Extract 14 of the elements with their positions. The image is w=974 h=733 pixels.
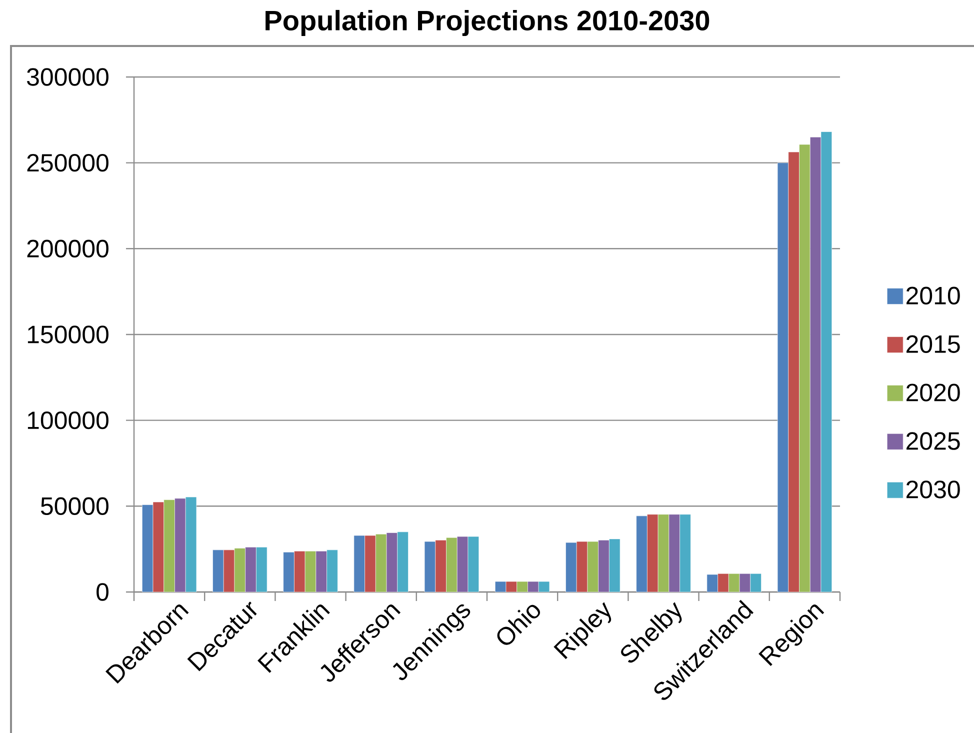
y-tick-label: 150000 [28, 326, 108, 344]
y-tick-label: 200000 [27, 240, 108, 258]
y-tick-label: 0 [96, 583, 108, 601]
y-tick-label: 100000 [28, 411, 108, 430]
x-tick-label: Ohio [497, 604, 540, 645]
y-tick-label: 250000 [27, 154, 108, 172]
y-tick-label: 300000 [27, 68, 108, 86]
chart-title: Population Projections 2010-2030 [266, 10, 710, 36]
legend-label: 2010 [906, 286, 960, 305]
y-tick-label: 50000 [40, 497, 108, 516]
legend-label: 2020 [906, 384, 960, 402]
legend-label: 2025 [906, 432, 960, 450]
legend-label: 2030 [906, 480, 960, 498]
legend-label: 2015 [906, 335, 960, 353]
